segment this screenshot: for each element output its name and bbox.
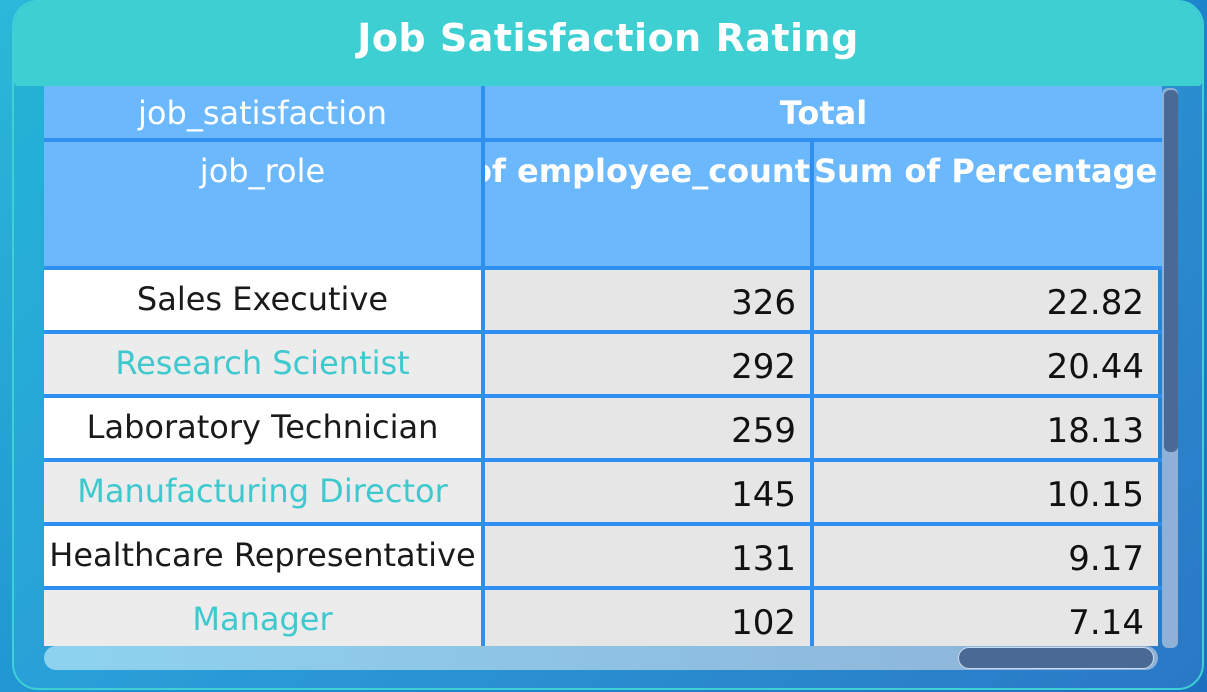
header-employee-count[interactable]: of employee_count [485, 152, 810, 190]
cell-job-role: Manufacturing Director [44, 462, 481, 522]
vertical-scrollbar-thumb[interactable] [1164, 90, 1178, 452]
column-divider-1 [481, 86, 485, 646]
cell-percentage: 22.82 [814, 270, 1158, 330]
header-total[interactable]: Total [779, 94, 868, 132]
cell-percentage: 9.17 [814, 526, 1158, 586]
row-divider [44, 266, 1162, 270]
row-divider [44, 330, 1162, 334]
row-divider [44, 522, 1162, 526]
header-job-role[interactable]: job_role [199, 152, 326, 190]
cell-employee-count: 145 [485, 462, 810, 522]
cell-percentage: 18.13 [814, 398, 1158, 458]
cell-percentage: 20.44 [814, 334, 1158, 394]
cell-employee-count: 292 [485, 334, 810, 394]
header-row-2: job_role of employee_count Sum of Percen… [44, 142, 1162, 266]
cell-percentage: 7.14 [814, 590, 1158, 646]
row-divider [44, 586, 1162, 590]
table-row[interactable]: Sales Executive 326 22.82 [44, 270, 1162, 330]
horizontal-scrollbar-thumb[interactable] [958, 647, 1154, 669]
visual-title: Job Satisfaction Rating [357, 16, 859, 60]
header-sum-of-percentage[interactable]: Sum of Percentage [814, 152, 1158, 190]
cell-employee-count: 102 [485, 590, 810, 646]
title-bar: Job Satisfaction Rating [14, 2, 1202, 86]
cell-job-role: Healthcare Representative [44, 526, 481, 586]
header-divider [44, 138, 1162, 142]
table-row[interactable]: Research Scientist 292 20.44 [44, 334, 1162, 394]
row-divider [44, 394, 1162, 398]
cell-job-role: Research Scientist [44, 334, 481, 394]
table-row[interactable]: Healthcare Representative 131 9.17 [44, 526, 1162, 586]
cell-percentage: 10.15 [814, 462, 1158, 522]
header-row-1: job_satisfaction Total [44, 86, 1162, 138]
matrix-table: job_satisfaction Total job_role of emplo… [44, 86, 1162, 646]
table-row[interactable]: Manager 102 7.14 [44, 590, 1162, 646]
row-divider [44, 458, 1162, 462]
cell-job-role: Manager [44, 590, 481, 646]
cell-job-role: Laboratory Technician [44, 398, 481, 458]
cell-employee-count: 259 [485, 398, 810, 458]
table-visual-card: Job Satisfaction Rating job_satisfaction… [12, 0, 1204, 690]
header-job-satisfaction[interactable]: job_satisfaction [138, 94, 387, 132]
cell-job-role: Sales Executive [44, 270, 481, 330]
table-row[interactable]: Laboratory Technician 259 18.13 [44, 398, 1162, 458]
cell-employee-count: 131 [485, 526, 810, 586]
cell-employee-count: 326 [485, 270, 810, 330]
table-row[interactable]: Manufacturing Director 145 10.15 [44, 462, 1162, 522]
